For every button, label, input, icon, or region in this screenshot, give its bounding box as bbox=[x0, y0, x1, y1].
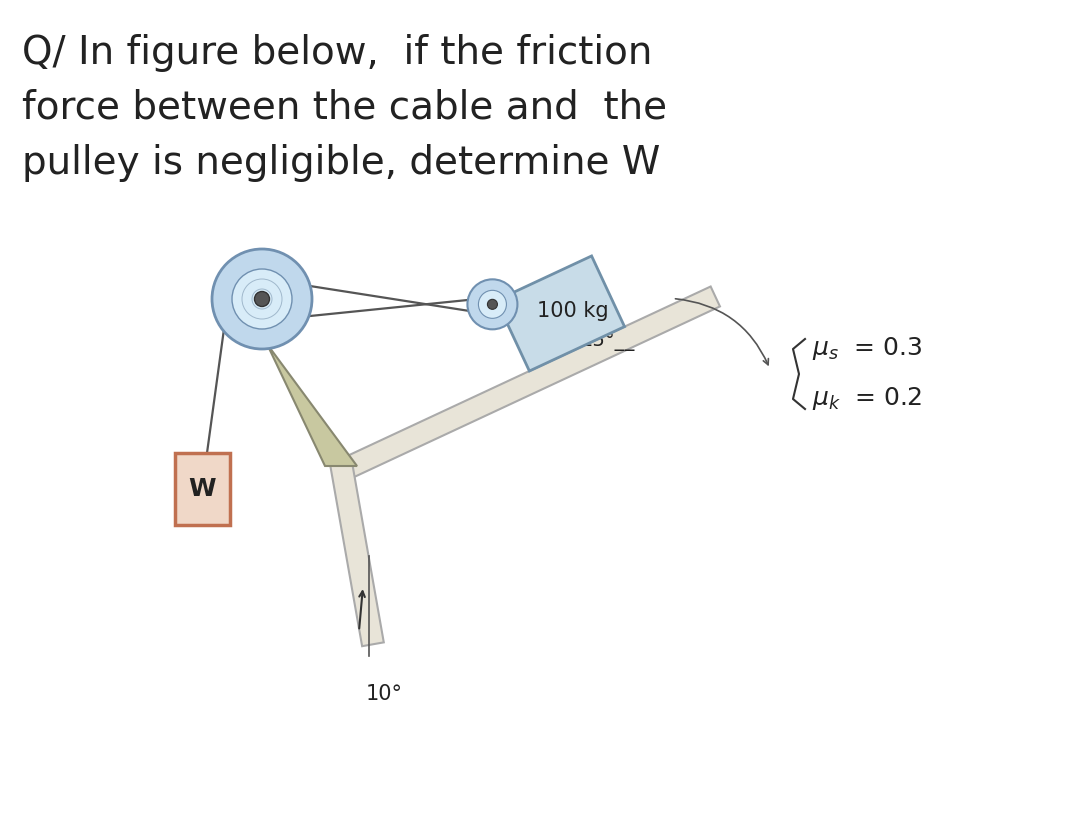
Text: pulley is negligible, determine W: pulley is negligible, determine W bbox=[22, 144, 660, 182]
Polygon shape bbox=[330, 460, 383, 646]
Text: 10°: 10° bbox=[365, 684, 403, 704]
Text: 25°__: 25°__ bbox=[581, 332, 635, 351]
Circle shape bbox=[487, 299, 498, 310]
Text: force between the cable and  the: force between the cable and the bbox=[22, 89, 667, 127]
Polygon shape bbox=[267, 344, 357, 466]
Circle shape bbox=[255, 292, 270, 306]
Text: Q/ In figure below,  if the friction: Q/ In figure below, if the friction bbox=[22, 34, 652, 72]
Text: $\mu_s$  = 0.3: $\mu_s$ = 0.3 bbox=[812, 336, 922, 363]
Circle shape bbox=[478, 290, 507, 319]
Circle shape bbox=[468, 279, 517, 329]
Circle shape bbox=[212, 249, 312, 349]
Polygon shape bbox=[497, 256, 624, 371]
Circle shape bbox=[232, 269, 292, 329]
Bar bbox=[175, 453, 229, 525]
Text: W: W bbox=[188, 477, 216, 501]
Text: $\mu_k$  = 0.2: $\mu_k$ = 0.2 bbox=[812, 386, 922, 413]
Polygon shape bbox=[330, 287, 720, 484]
Text: 100 kg: 100 kg bbox=[537, 301, 608, 322]
